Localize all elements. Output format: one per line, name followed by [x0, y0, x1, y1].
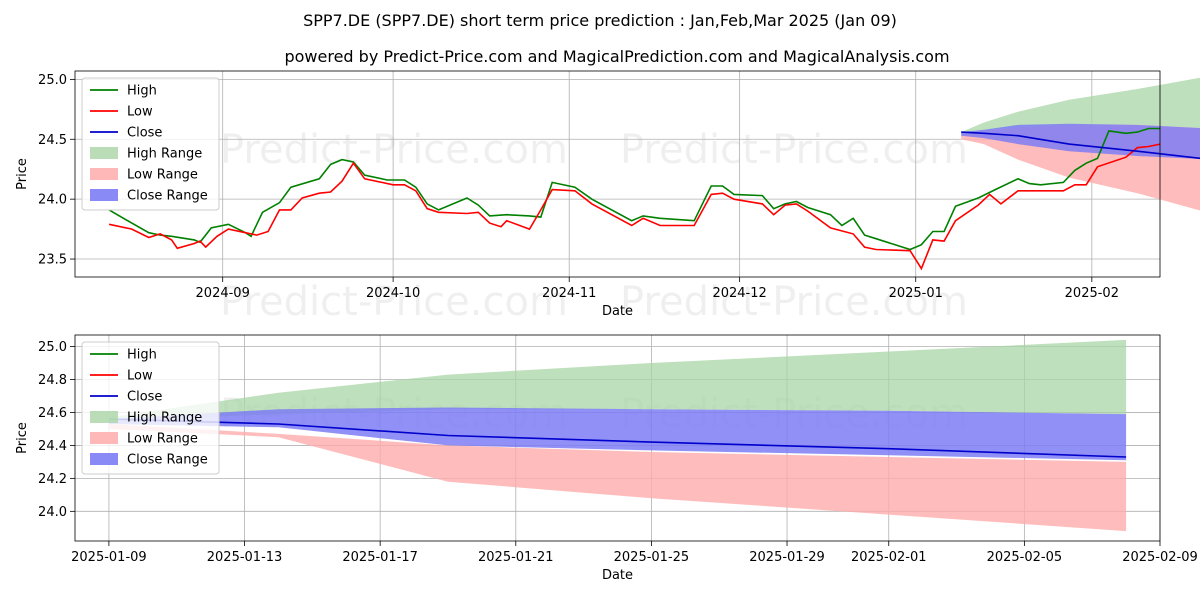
x-tick-label: 2025-02-09: [1122, 550, 1198, 565]
x-tick-label: 2024-12: [712, 286, 766, 301]
legend-swatch: [90, 147, 118, 159]
x-tick-label: 2025-01-25: [614, 550, 690, 565]
y-tick-label: 24.2: [38, 472, 67, 487]
legend-swatch: [90, 453, 118, 465]
chart-title: SPP7.DE (SPP7.DE) short term price predi…: [303, 11, 897, 30]
x-tick-label: 2025-01-21: [478, 550, 554, 565]
legend-label: Low: [127, 369, 153, 384]
x-axis-label: Date: [602, 304, 633, 319]
y-axis-label: Price: [15, 158, 30, 190]
bottom-panel-frame: [74, 334, 1161, 542]
x-tick-label: 2025-01-13: [207, 550, 283, 565]
legend-swatch: [90, 411, 118, 423]
watermark-text: Predict-Price.com: [620, 127, 968, 173]
low-range-area: [108, 424, 1127, 532]
top-panel-frame: [74, 70, 1161, 278]
watermark-text: Predict-Price.com: [220, 127, 568, 173]
legend-label: High Range: [127, 411, 202, 426]
legend-swatch: [90, 432, 118, 444]
close-range-area: [108, 407, 1127, 461]
legend-label: High: [127, 348, 157, 363]
chart-subtitle: powered by Predict-Price.com and Magical…: [284, 47, 949, 66]
high-range-area: [108, 339, 1127, 421]
x-tick-label: 2025-02-05: [987, 550, 1063, 565]
legend-label: Low: [127, 105, 153, 120]
x-tick-label: 2025-01-09: [71, 550, 147, 565]
y-tick-label: 24.6: [38, 406, 67, 421]
y-tick-label: 24.0: [38, 193, 67, 208]
y-tick-label: 24.0: [38, 505, 67, 520]
y-tick-label: 24.4: [38, 439, 67, 454]
x-tick-label: 2025-01-17: [342, 550, 418, 565]
x-tick-label: 2025-01-29: [749, 550, 825, 565]
legend-label: Close Range: [127, 453, 208, 468]
x-tick-label: 2024-09: [196, 286, 250, 301]
x-axis-label: Date: [602, 568, 633, 583]
series-line-close: [108, 418, 1127, 458]
legend-label: Close: [127, 390, 162, 405]
legend-swatch: [90, 168, 118, 180]
bottom-panel: Predict-Price.comPredict-Price.com2025-0…: [15, 334, 1198, 583]
close-range-area: [961, 123, 1200, 160]
legend-label: High Range: [127, 147, 202, 162]
watermark-text: Predict-Price.com: [620, 279, 968, 325]
series-line-low: [108, 143, 1161, 271]
legend-label: Close Range: [127, 189, 208, 204]
legend-swatch: [90, 189, 118, 201]
top-panel: Predict-Price.com Predict-Price.com Predic…: [15, 70, 1200, 325]
x-tick-label: 2024-11: [542, 286, 596, 301]
high-range-area: [961, 77, 1200, 135]
y-tick-label: 25.0: [38, 340, 67, 355]
series-line-high: [108, 127, 1160, 251]
legend-label: Low Range: [127, 168, 198, 183]
legend-label: Low Range: [127, 432, 198, 447]
y-tick-label: 24.5: [38, 133, 67, 148]
legend-label: High: [127, 84, 157, 99]
y-tick-label: 23.5: [38, 253, 67, 268]
x-tick-label: 2025-02-01: [851, 550, 927, 565]
series-line-close: [961, 131, 1200, 160]
watermark-text: Predict-Price.com: [220, 279, 568, 325]
x-tick-label: 2024-10: [366, 286, 420, 301]
y-tick-label: 24.8: [38, 373, 67, 388]
legend-label: Close: [127, 126, 162, 141]
x-tick-label: 2025-01: [889, 286, 943, 301]
x-tick-label: 2025-02: [1065, 286, 1119, 301]
y-axis-label: Price: [15, 422, 30, 454]
y-tick-label: 25.0: [38, 73, 67, 88]
